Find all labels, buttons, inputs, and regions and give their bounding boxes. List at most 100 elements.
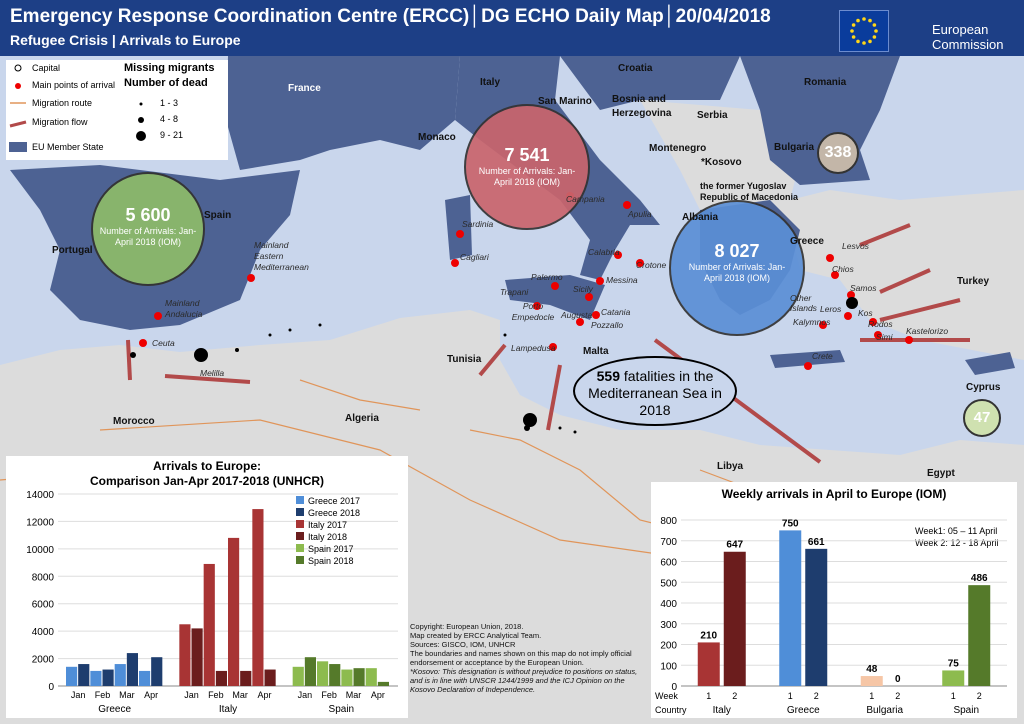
- label-croatia: Croatia: [618, 63, 653, 74]
- chart1-bar: [78, 664, 90, 686]
- fatalities-text: fatalities in the Mediterranean Sea in 2…: [588, 368, 722, 418]
- eu-star-icon: [856, 18, 860, 23]
- spain-arrivals-bubble: [91, 172, 205, 286]
- chart1-ytick: 10000: [26, 545, 54, 556]
- chart2-data-label: 750: [782, 518, 799, 529]
- chart2-ytick: 400: [660, 599, 677, 610]
- spain-arrivals-label: Number of Arrivals: Jan-April 2018 (IOM): [99, 226, 197, 247]
- legend-dead-title: Number of dead: [124, 77, 208, 89]
- chart2-bar: [942, 670, 965, 686]
- chart1-bar: [365, 668, 377, 686]
- chart2-bar: [697, 642, 720, 686]
- cyprus-arrivals-value: 47: [973, 409, 991, 426]
- chart1-ytick: 12000: [26, 517, 54, 528]
- chart2-data-label: 48: [866, 664, 878, 675]
- credit-line: Map created by ERCC Analytical Team.: [410, 631, 542, 640]
- chart1-bar: [317, 661, 329, 686]
- label-egypt: Egypt: [927, 468, 955, 479]
- legend-route: Migration route: [32, 98, 93, 108]
- label-monaco: Monaco: [418, 132, 456, 143]
- chart2-data-label: 0: [895, 674, 901, 685]
- chart1-xtick: Feb: [208, 690, 224, 700]
- eu-star-icon: [851, 23, 856, 27]
- chart2-week-tick: 1: [706, 691, 711, 701]
- croatia-slovenia-landmass: [560, 56, 740, 110]
- chart2-data-label: 210: [700, 630, 717, 641]
- place-calabria: Calabria: [588, 247, 620, 257]
- chart1-bar: [377, 681, 389, 686]
- chart1-xtick: Feb: [321, 690, 337, 700]
- legend-capital: Capital: [32, 63, 61, 73]
- label-france: France: [288, 83, 321, 94]
- chart1-bar: [102, 669, 114, 686]
- chart1-legend-label: Greece 2017: [308, 496, 360, 506]
- chart1-legend-swatch: [296, 508, 304, 516]
- place-lesvos: Lesvos: [842, 241, 869, 251]
- label-spain: Spain: [204, 210, 232, 221]
- place-melilla: Melilla: [200, 368, 225, 378]
- chart1-bar: [252, 509, 264, 686]
- chart1-xtick: Apr: [371, 690, 385, 700]
- label-malta: Malta: [583, 346, 609, 357]
- chart2-ytick: 100: [660, 661, 677, 672]
- eu-star-icon: [856, 39, 860, 44]
- chart2-country-label: Greece: [787, 705, 820, 716]
- chart1-ytick: 14000: [26, 490, 54, 501]
- label-serbia: Serbia: [697, 110, 728, 121]
- eu-star-icon: [851, 35, 856, 39]
- bulgaria-arrivals-bubble: [817, 132, 859, 174]
- chart1-xtick: Apr: [144, 690, 158, 700]
- chart1-xtick: Jan: [71, 690, 86, 700]
- eu-star-icon: [874, 29, 878, 33]
- chart2-week-tick: 1: [951, 691, 956, 701]
- bulgaria-arrivals-value: 338: [824, 144, 852, 161]
- chart2-week-tick: 2: [895, 691, 900, 701]
- eu-star-icon: [872, 23, 877, 27]
- fatalities-number: 559: [596, 368, 620, 384]
- place-mainland-eastern: Mainland Eastern Mediterranean: [254, 240, 309, 272]
- chart2-week-tick: 2: [814, 691, 819, 701]
- chart1-xtick: Apr: [257, 690, 271, 700]
- chart1-group-label: Italy: [219, 704, 237, 715]
- eu-star-icon: [862, 17, 866, 21]
- balkans-turkey-landmass: [640, 100, 1024, 360]
- chart1-ytick: 4000: [32, 627, 55, 638]
- chart1-bar: [304, 657, 316, 686]
- chart1-legend-swatch: [296, 520, 304, 528]
- place-rodos: Rodos: [868, 319, 893, 329]
- chart2-bar: [805, 548, 828, 686]
- chart2-ytick: 700: [660, 537, 677, 548]
- chart2-data-label: 75: [948, 658, 960, 669]
- chart2-data-label: 647: [726, 540, 743, 551]
- place-crotone: Crotone: [636, 260, 667, 270]
- label-san-marino: San Marino: [538, 96, 592, 107]
- label-romania: Romania: [804, 77, 847, 88]
- eu-star-icon: [872, 35, 877, 39]
- fatalities-callout: 559 fatalities in the Mediterranean Sea …: [573, 356, 737, 426]
- chart2-bar: [968, 585, 991, 686]
- place-campania: Campania: [566, 194, 605, 204]
- place-simi: Simi: [876, 332, 893, 342]
- chart1-subtitle: Comparison Jan-Apr 2017-2018 (UNHCR): [90, 474, 324, 488]
- place-sicily: Sicily: [573, 284, 593, 294]
- chart1-xtick: Jan: [184, 690, 199, 700]
- map-legend: Capital Main points of arrival Migration…: [6, 60, 228, 160]
- chart2-ytick: 0: [671, 682, 677, 693]
- european-commission-label: European Commission: [932, 22, 1004, 52]
- legend-flow: Migration flow: [32, 117, 88, 127]
- label-greece: Greece: [790, 236, 824, 247]
- chart1-bar: [341, 669, 353, 686]
- label-fyrom: the former Yugoslav Republic of Macedoni…: [700, 181, 799, 202]
- chart1-xtick: Jan: [298, 690, 313, 700]
- chart2-week-tick: 2: [732, 691, 737, 701]
- chart1-bar: [151, 657, 163, 686]
- greece-bubble-text: 8 027 Number of Arrivals: Jan-April 2018…: [687, 240, 787, 284]
- chart1-bar: [90, 670, 102, 686]
- chart2-country-axis-label: Country: [655, 705, 687, 715]
- legend-range-1: 1 - 3: [160, 98, 179, 108]
- chart2-ytick: 300: [660, 620, 677, 631]
- chart1-bar: [139, 670, 151, 686]
- chart2-note-week1: Week1: 05 – 11 April: [915, 526, 997, 536]
- label-morocco: Morocco: [113, 416, 155, 427]
- chart2-country-label: Spain: [953, 705, 979, 716]
